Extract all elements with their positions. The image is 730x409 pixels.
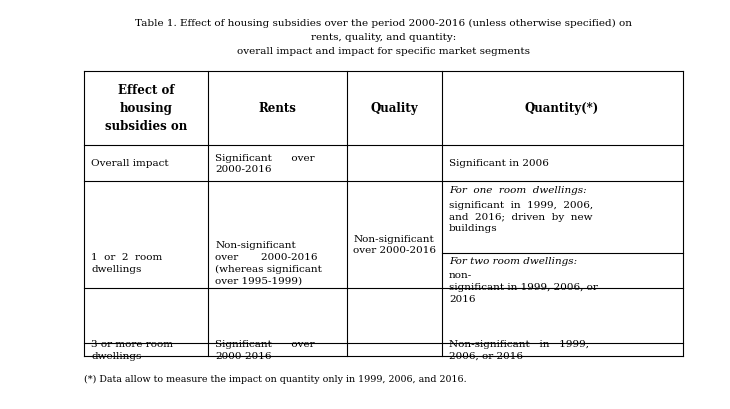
Text: 3 or more room
dwellings: 3 or more room dwellings (91, 339, 173, 360)
Text: Non-significant   in   1999,
2006, or 2016: Non-significant in 1999, 2006, or 2016 (449, 339, 589, 360)
Text: Quality: Quality (370, 102, 418, 115)
Text: Table 1. Effect of housing subsidies over the period 2000-2016 (unless otherwise: Table 1. Effect of housing subsidies ove… (135, 18, 631, 27)
Text: Rents: Rents (258, 102, 296, 115)
Text: Quantity(*): Quantity(*) (525, 102, 599, 115)
Text: Non-significant
over       2000-2016
(whereas significant
over 1995-1999): Non-significant over 2000-2016 (whereas … (215, 240, 322, 285)
Text: Overall impact: Overall impact (91, 159, 169, 168)
Text: For two room dwellings:: For two room dwellings: (449, 257, 577, 266)
Text: For  one  room  dwellings:: For one room dwellings: (449, 185, 587, 194)
Text: Significant      over
2000-2016: Significant over 2000-2016 (215, 339, 315, 360)
Text: non-
significant in 1999, 2006, or
2016: non- significant in 1999, 2006, or 2016 (449, 271, 598, 303)
Text: 1  or  2  room
dwellings: 1 or 2 room dwellings (91, 252, 163, 274)
Text: (*) Data allow to measure the impact on quantity only in 1999, 2006, and 2016.: (*) Data allow to measure the impact on … (84, 374, 466, 383)
Text: rents, quality, and quantity:: rents, quality, and quantity: (311, 33, 456, 42)
Text: overall impact and impact for specific market segments: overall impact and impact for specific m… (237, 47, 530, 56)
Text: Effect of
housing
subsidies on: Effect of housing subsidies on (105, 84, 187, 133)
Text: Significant      over
2000-2016: Significant over 2000-2016 (215, 153, 315, 174)
Text: Non-significant
over 2000-2016: Non-significant over 2000-2016 (353, 234, 436, 255)
Text: significant  in  1999,  2006,
and  2016;  driven  by  new
buildings: significant in 1999, 2006, and 2016; dri… (449, 200, 593, 233)
Text: Significant in 2006: Significant in 2006 (449, 159, 549, 168)
